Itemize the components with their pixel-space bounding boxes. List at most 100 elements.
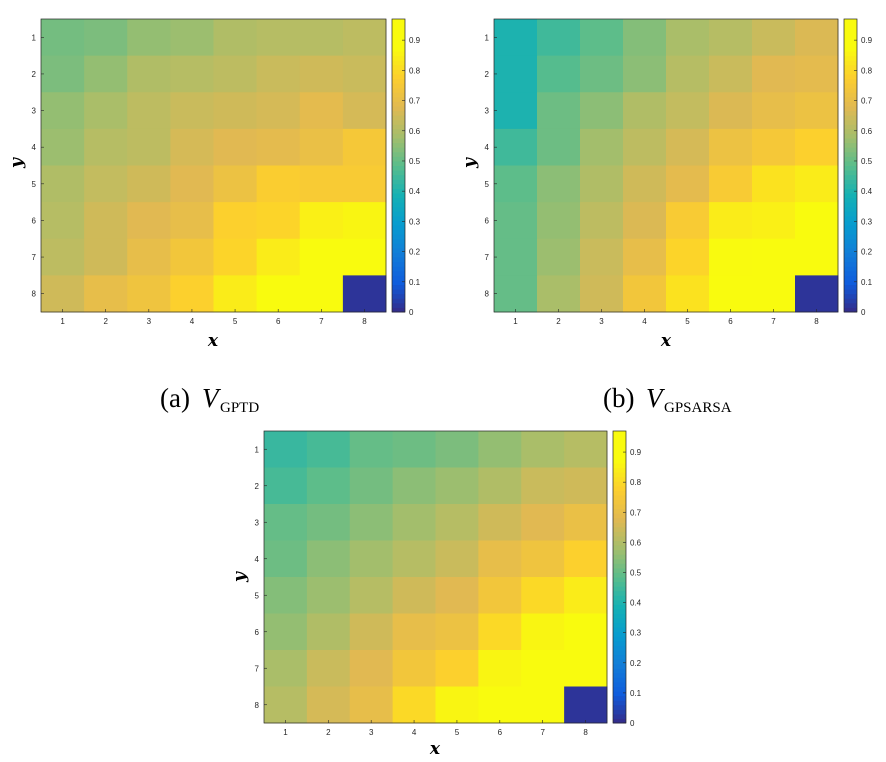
x-tick-label: 6 bbox=[276, 317, 281, 326]
colorbar-segment bbox=[613, 595, 626, 601]
colorbar-segment bbox=[844, 115, 857, 121]
heatmap-cell bbox=[666, 202, 710, 240]
colorbar-segment bbox=[844, 220, 857, 226]
colorbar-segment bbox=[392, 96, 405, 102]
heatmap-cell bbox=[666, 92, 710, 130]
heatmap-cell bbox=[521, 540, 565, 578]
heatmap-cell bbox=[478, 467, 522, 505]
x-tick-label: 5 bbox=[233, 317, 238, 326]
colorbar-tick-label: 0.7 bbox=[630, 508, 642, 517]
y-tick-label: 5 bbox=[255, 591, 260, 600]
colorbar-segment bbox=[392, 243, 405, 249]
heatmap-cell bbox=[256, 92, 301, 130]
colorbar-segment bbox=[392, 284, 405, 290]
heatmap-cell bbox=[666, 165, 710, 203]
colorbar-segment bbox=[844, 23, 857, 29]
colorbar-segment bbox=[392, 266, 405, 272]
heatmap-cell bbox=[537, 238, 581, 276]
heatmap-cell bbox=[299, 202, 344, 240]
heatmap-cell bbox=[564, 504, 608, 541]
colorbar-segment bbox=[613, 627, 626, 633]
colorbar-segment bbox=[613, 563, 626, 569]
heatmap-cell bbox=[564, 431, 608, 468]
heatmap-cell bbox=[564, 577, 608, 614]
heatmap-cell bbox=[349, 431, 394, 468]
colorbar-segment bbox=[613, 668, 626, 674]
heatmap-cell bbox=[537, 92, 581, 130]
colorbar-segment bbox=[392, 37, 405, 43]
heatmap-cell bbox=[709, 128, 753, 166]
y-axis-label: y bbox=[230, 571, 250, 583]
colorbar-segment bbox=[613, 718, 626, 724]
heatmap-cell bbox=[435, 467, 479, 505]
x-tick-label: 7 bbox=[319, 317, 324, 326]
colorbar-segment bbox=[392, 101, 405, 107]
colorbar-segment bbox=[392, 225, 405, 231]
colorbar-segment bbox=[613, 431, 626, 437]
colorbar-segment bbox=[392, 179, 405, 185]
heatmap-cell bbox=[299, 19, 344, 57]
x-tick-label: 2 bbox=[556, 317, 561, 326]
heatmap-cell bbox=[521, 613, 565, 651]
x-tick-label: 8 bbox=[814, 317, 819, 326]
heatmap-cell bbox=[580, 202, 624, 240]
colorbar-segment bbox=[613, 709, 626, 715]
heatmap-cell bbox=[170, 165, 214, 203]
colorbar-segment bbox=[844, 289, 857, 295]
colorbar-segment bbox=[613, 567, 626, 573]
heatmap-cell bbox=[564, 650, 608, 687]
colorbar-segment bbox=[844, 170, 857, 176]
heatmap-cell bbox=[580, 128, 624, 166]
heatmap-cell bbox=[213, 238, 258, 276]
heatmap-cell bbox=[580, 92, 624, 130]
heatmap-cell bbox=[342, 202, 387, 240]
heatmap-cell bbox=[521, 467, 565, 505]
heatmap-cell bbox=[666, 275, 710, 313]
colorbar-segment bbox=[844, 179, 857, 185]
heatmap-cell bbox=[623, 275, 667, 313]
heatmap-cell bbox=[342, 165, 387, 203]
y-tick-label: 5 bbox=[485, 180, 490, 189]
heatmap-cell bbox=[349, 650, 394, 687]
heatmap-cell bbox=[564, 613, 608, 651]
colorbar-segment bbox=[613, 476, 626, 482]
heatmap-cell bbox=[580, 275, 624, 313]
colorbar-segment bbox=[613, 672, 626, 678]
heatmap-cell bbox=[564, 686, 608, 724]
heatmap-cell bbox=[478, 540, 522, 578]
colorbar-segment bbox=[844, 156, 857, 162]
heatmap-cell bbox=[256, 128, 301, 166]
heatmap-cell bbox=[349, 686, 394, 724]
colorbar-segment bbox=[613, 659, 626, 665]
x-tick-label: 8 bbox=[362, 317, 367, 326]
colorbar-segment bbox=[392, 46, 405, 52]
heatmap-cell bbox=[256, 19, 301, 57]
heatmap-cell bbox=[306, 686, 351, 724]
colorbar-segment bbox=[844, 46, 857, 52]
y-tick-label: 7 bbox=[255, 664, 260, 673]
heatmap-cell bbox=[41, 238, 85, 276]
heatmap-cell bbox=[306, 504, 351, 541]
y-tick-label: 1 bbox=[255, 445, 260, 454]
y-tick-label: 7 bbox=[32, 253, 37, 262]
x-tick-label: 8 bbox=[583, 728, 588, 737]
colorbar-segment bbox=[613, 622, 626, 628]
colorbar-tick-label: 0.8 bbox=[630, 478, 642, 487]
heatmap-cell bbox=[564, 540, 608, 578]
colorbar-segment bbox=[392, 60, 405, 66]
heatmap-cell bbox=[127, 128, 171, 166]
heatmap-cell bbox=[623, 128, 667, 166]
colorbar-segment bbox=[613, 517, 626, 523]
heatmap-cell bbox=[84, 165, 128, 203]
heatmap-cell bbox=[264, 650, 308, 687]
y-tick-label: 4 bbox=[255, 555, 260, 564]
colorbar-segment bbox=[392, 142, 405, 148]
colorbar-tick-label: 0.2 bbox=[861, 248, 873, 257]
colorbar-segment bbox=[613, 677, 626, 683]
colorbar-segment bbox=[392, 206, 405, 212]
heatmap-cell bbox=[494, 202, 538, 240]
x-tick-label: 4 bbox=[412, 728, 417, 737]
colorbar-segment bbox=[392, 87, 405, 93]
heatmap-cell bbox=[709, 275, 753, 313]
heatmap-cell bbox=[84, 19, 128, 57]
